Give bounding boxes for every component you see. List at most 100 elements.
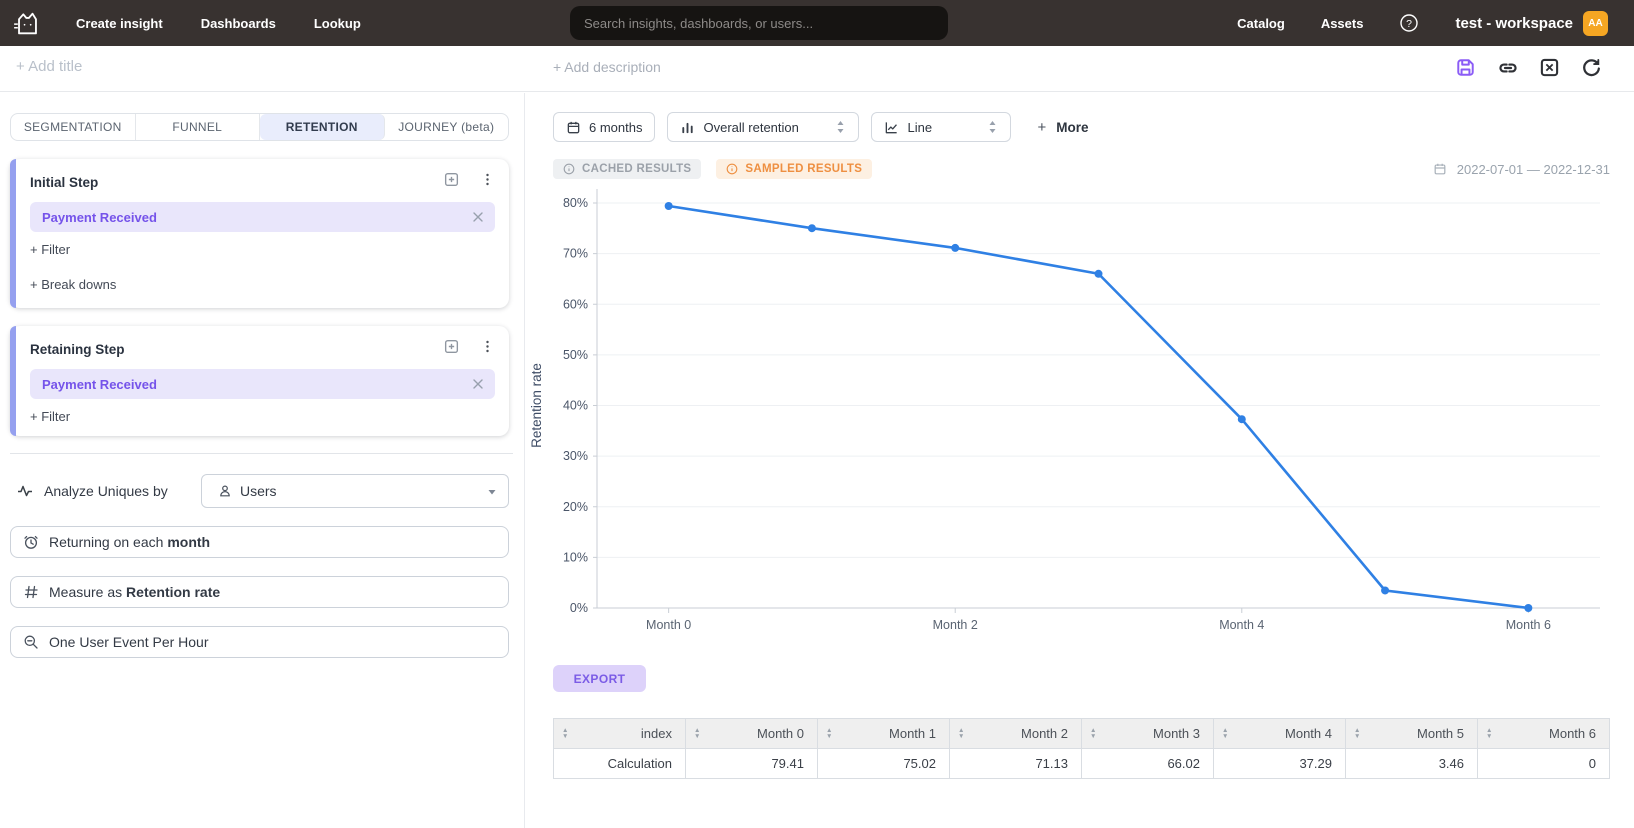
refresh-button[interactable] (1579, 55, 1604, 80)
step-title: Initial Step (30, 174, 99, 190)
insight-actions (1453, 55, 1604, 80)
query-builder-sidebar: SEGMENTATION FUNNEL RETENTION JOURNEY (b… (0, 93, 525, 828)
step-accent-bar (10, 326, 16, 436)
table-cell: Calculation (553, 748, 686, 779)
help-icon[interactable]: ? (1399, 13, 1419, 33)
svg-text:40%: 40% (563, 399, 588, 413)
svg-text:Month 2: Month 2 (933, 618, 978, 632)
more-label: More (1056, 119, 1089, 135)
pulse-icon (16, 483, 34, 499)
column-header[interactable]: Month 0 (685, 718, 818, 749)
nav-dashboards[interactable]: Dashboards (200, 15, 276, 31)
metric-select-value: Overall retention (703, 119, 799, 135)
copy-link-button[interactable] (1495, 55, 1520, 80)
column-header[interactable]: Month 5 (1345, 718, 1478, 749)
calendar-icon (1433, 162, 1447, 176)
returning-period-button[interactable]: Returning on each month (10, 526, 509, 558)
svg-text:60%: 60% (563, 297, 588, 311)
sampled-results-badge[interactable]: SAMPLED RESULTS (716, 159, 873, 179)
returning-period-label: Returning on each month (49, 534, 211, 550)
table-cell: 66.02 (1081, 748, 1214, 779)
add-title-field[interactable]: + Add title (16, 58, 83, 75)
person-icon (218, 484, 232, 498)
column-header[interactable]: Month 4 (1213, 718, 1346, 749)
svg-text:0%: 0% (570, 601, 588, 615)
clock-icon (23, 534, 39, 550)
column-header[interactable]: index (553, 718, 686, 749)
table-cell: 75.02 (817, 748, 950, 779)
app-logo-cat-icon[interactable] (10, 8, 44, 38)
dedupe-button[interactable]: One User Event Per Hour (10, 626, 509, 658)
svg-text:Month 4: Month 4 (1219, 618, 1264, 632)
column-header[interactable]: Month 2 (949, 718, 1082, 749)
hash-icon (23, 584, 39, 600)
add-filter-button[interactable]: + Filter (30, 409, 71, 424)
results-panel: 6 months Overall retention Line (526, 93, 1634, 828)
remove-event-icon[interactable] (471, 210, 485, 224)
svg-text:Month 6: Month 6 (1506, 618, 1551, 632)
event-chip[interactable]: Payment Received (30, 369, 495, 399)
step-menu-icon[interactable] (480, 339, 495, 359)
chart-type-select[interactable]: Line (871, 112, 1012, 142)
insight-type-tabs: SEGMENTATION FUNNEL RETENTION JOURNEY (b… (10, 113, 509, 141)
column-header[interactable]: Month 1 (817, 718, 950, 749)
cached-results-badge[interactable]: CACHED RESULTS (553, 159, 702, 179)
export-button[interactable]: EXPORT (553, 665, 646, 692)
tab-journey[interactable]: JOURNEY (beta) (398, 120, 495, 134)
add-breakdown-button[interactable]: + Break downs (30, 277, 117, 292)
workspace-name[interactable]: test - workspace (1455, 14, 1573, 32)
avatar[interactable]: AA (1583, 10, 1608, 36)
tab-retention[interactable]: RETENTION (260, 114, 385, 140)
nav-create-insight[interactable]: Create insight (76, 15, 163, 31)
analyze-uniques-row: Analyze Uniques by Users (10, 474, 509, 508)
save-button[interactable] (1453, 55, 1478, 80)
table-cell: 79.41 (685, 748, 818, 779)
column-header[interactable]: Month 6 (1477, 718, 1610, 749)
add-event-icon[interactable] (443, 171, 460, 193)
svg-text:20%: 20% (563, 500, 588, 514)
svg-text:50%: 50% (563, 348, 588, 362)
event-chip-label: Payment Received (42, 209, 157, 225)
line-chart-icon (884, 120, 899, 135)
svg-text:30%: 30% (563, 449, 588, 463)
step-menu-icon[interactable] (480, 172, 495, 192)
measure-as-label: Measure as Retention rate (49, 584, 221, 600)
tab-segmentation[interactable]: SEGMENTATION (11, 114, 136, 140)
retaining-step-card: Retaining Step Payment Received (10, 326, 509, 436)
analyze-by-select[interactable]: Users (201, 474, 509, 508)
add-event-icon[interactable] (443, 338, 460, 360)
search-input[interactable] (570, 6, 948, 40)
top-navigation-bar: Create insight Dashboards Lookup Catalog… (0, 0, 1634, 46)
step-accent-bar (10, 159, 16, 308)
svg-text:70%: 70% (563, 247, 588, 261)
date-range-button[interactable]: 6 months (553, 112, 656, 142)
column-header[interactable]: Month 3 (1081, 718, 1214, 749)
status-row: CACHED RESULTS SAMPLED RESULTS 2022-07-0… (553, 159, 1610, 179)
close-insight-button[interactable] (1537, 55, 1562, 80)
add-filter-button[interactable]: + Filter (30, 242, 71, 257)
chart-type-value: Line (907, 119, 933, 135)
date-range-text: 2022-07-01 — 2022-12-31 (1456, 161, 1610, 177)
event-chip[interactable]: Payment Received (30, 202, 495, 232)
bar-chart-icon (680, 120, 695, 135)
sidebar-divider (10, 453, 513, 454)
tab-funnel[interactable]: FUNNEL (136, 114, 260, 140)
measure-as-button[interactable]: Measure as Retention rate (10, 576, 509, 608)
nav-lookup[interactable]: Lookup (313, 15, 361, 31)
remove-event-icon[interactable] (471, 377, 485, 391)
plus-icon: + (1037, 118, 1047, 136)
chart-date-range: 2022-07-01 — 2022-12-31 (1433, 162, 1610, 177)
top-right-nav: Catalog Assets ? test - workspace AA (1237, 0, 1608, 46)
svg-text:10%: 10% (563, 550, 588, 564)
results-table-body: Calculation 79.41 75.02 71.13 66.02 37.29 3.46… (553, 748, 1610, 779)
more-options-button[interactable]: + More (1037, 119, 1088, 136)
caret-down-icon (486, 485, 498, 497)
nav-assets[interactable]: Assets (1320, 15, 1364, 31)
add-description-field[interactable]: + Add description (553, 59, 661, 75)
magnifier-minus-icon (23, 634, 39, 650)
primary-nav: Create insight Dashboards Lookup (76, 16, 361, 31)
metric-select[interactable]: Overall retention (667, 112, 860, 142)
nav-catalog[interactable]: Catalog (1237, 15, 1285, 31)
retention-line-chart[interactable]: 0% 10% 20% 30% 40% 50% 60% 70% 80% Month 0 Month 2… (529, 181, 1610, 651)
